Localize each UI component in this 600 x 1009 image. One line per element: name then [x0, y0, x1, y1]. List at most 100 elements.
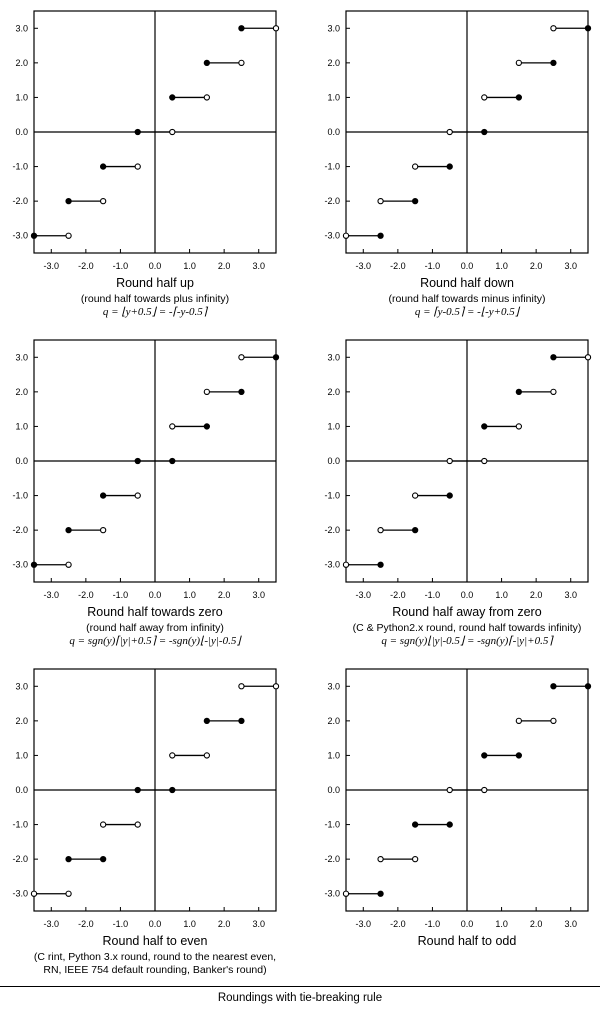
chart-title: Round half towards zero — [87, 605, 223, 619]
closed-endpoint — [238, 717, 245, 725]
x-tick-label: -2.0 — [78, 919, 94, 929]
y-tick-label: 1.0 — [327, 421, 340, 431]
y-tick-label: -3.0 — [12, 560, 28, 570]
open-endpoint — [550, 25, 557, 32]
open-endpoint — [169, 752, 176, 759]
x-tick-label: 1.0 — [495, 261, 508, 271]
closed-endpoint — [65, 197, 72, 205]
open-endpoint — [203, 752, 211, 759]
chart-subtitle: RN, IEEE 754 default rounding, Banker's … — [43, 964, 266, 976]
y-tick-label: -2.0 — [12, 196, 28, 206]
x-tick-label: 3.0 — [564, 590, 577, 600]
x-tick-label: -3.0 — [356, 590, 372, 600]
closed-endpoint — [272, 354, 280, 361]
chart-panel: 3.0 2.0 1.0 0.0 -1.0 -2.0 -3.0 -3.0 -2.0 -1.0 0.0 1… — [12, 668, 280, 976]
x-tick-label: 3.0 — [564, 261, 577, 271]
y-tick-label: 0.0 — [15, 785, 28, 795]
x-tick-label: 2.0 — [530, 590, 543, 600]
x-tick-label: 1.0 — [495, 590, 508, 600]
x-tick-label: 1.0 — [183, 261, 196, 271]
closed-endpoint — [99, 855, 107, 863]
closed-endpoint — [411, 197, 419, 205]
open-endpoint — [481, 786, 488, 794]
chart-subtitle: (round half towards plus infinity) — [81, 293, 229, 305]
closed-endpoint — [584, 25, 592, 32]
y-tick-label: 0.0 — [15, 456, 28, 466]
y-tick-label: -3.0 — [324, 889, 340, 899]
y-tick-label: -3.0 — [324, 231, 340, 241]
chart-formula: q = sgn(y)⌈|y|+0.5⌉ = -sgn(y)⌊-|y|-0.5⌋ — [69, 635, 242, 647]
open-endpoint — [411, 163, 419, 170]
x-tick-label: 0.0 — [149, 919, 162, 929]
y-tick-label: -1.0 — [324, 491, 340, 501]
closed-endpoint — [446, 821, 453, 828]
open-endpoint — [65, 561, 72, 568]
open-endpoint — [411, 492, 419, 499]
open-endpoint — [99, 197, 107, 205]
x-tick-label: 1.0 — [183, 919, 196, 929]
chart-subtitle: (C rint, Python 3.x round, round to the … — [34, 951, 276, 963]
chart-title: Round half away from zero — [392, 605, 541, 619]
chart-panel: 3.0 2.0 1.0 0.0 -1.0 -2.0 -3.0 -3.0 -2.0 -1.0 0.0 1… — [324, 668, 592, 948]
closed-endpoint — [515, 388, 523, 396]
x-tick-label: 0.0 — [149, 590, 162, 600]
x-tick-label: 0.0 — [149, 261, 162, 271]
chart-subtitle: (round half towards minus infinity) — [389, 293, 546, 305]
y-tick-label: 3.0 — [15, 352, 28, 362]
chart-formula: q = ⌊y+0.5⌋ = -⌈-y-0.5⌉ — [103, 306, 209, 318]
chart-title: Round half to odd — [418, 934, 517, 948]
open-endpoint — [377, 197, 384, 205]
y-tick-label: 2.0 — [15, 716, 28, 726]
y-tick-label: 0.0 — [15, 127, 28, 137]
open-endpoint — [169, 423, 176, 430]
x-tick-label: 1.0 — [183, 590, 196, 600]
chart-subtitle: (round half away from infinity) — [86, 622, 224, 634]
closed-endpoint — [411, 526, 419, 534]
x-tick-label: -1.0 — [113, 261, 129, 271]
open-endpoint — [481, 94, 488, 101]
chart-title: Round half up — [116, 276, 194, 290]
chart-panel: 3.0 2.0 1.0 0.0 -1.0 -2.0 -3.0 -3.0 -2.0 -1.0 0.0 1… — [324, 10, 592, 318]
x-tick-label: -1.0 — [425, 919, 441, 929]
y-tick-label: 0.0 — [327, 785, 340, 795]
open-endpoint — [238, 683, 245, 690]
chart-panel: 3.0 2.0 1.0 0.0 -1.0 -2.0 -3.0 -3.0 -2.0 -1.0 0.0 1… — [12, 10, 280, 318]
y-tick-label: -2.0 — [324, 854, 340, 864]
y-tick-label: 2.0 — [15, 58, 28, 68]
y-tick-label: 1.0 — [327, 750, 340, 760]
open-endpoint — [377, 526, 384, 534]
y-tick-label: 1.0 — [327, 92, 340, 102]
x-tick-label: 2.0 — [218, 590, 231, 600]
open-endpoint — [272, 25, 280, 32]
x-tick-label: 3.0 — [252, 590, 265, 600]
y-tick-label: -3.0 — [324, 560, 340, 570]
x-tick-label: 2.0 — [218, 261, 231, 271]
y-tick-label: 1.0 — [15, 421, 28, 431]
y-tick-label: -1.0 — [12, 820, 28, 830]
open-endpoint — [65, 232, 72, 239]
chart-formula: q = ⌈y-0.5⌉ = -⌊-y+0.5⌋ — [415, 306, 521, 318]
y-tick-label: 2.0 — [327, 387, 340, 397]
closed-endpoint — [65, 526, 72, 534]
caption-divider — [0, 986, 600, 987]
x-tick-label: -2.0 — [390, 590, 406, 600]
closed-endpoint — [446, 163, 453, 170]
closed-endpoint — [203, 717, 211, 725]
open-endpoint — [411, 855, 419, 863]
y-tick-label: -1.0 — [324, 162, 340, 172]
open-endpoint — [272, 683, 280, 690]
open-endpoint — [99, 526, 107, 534]
closed-endpoint — [134, 128, 141, 136]
x-tick-label: 0.0 — [461, 919, 474, 929]
open-endpoint — [203, 94, 211, 101]
closed-endpoint — [30, 232, 38, 239]
closed-endpoint — [238, 388, 245, 396]
open-endpoint — [446, 128, 453, 136]
closed-endpoint — [584, 683, 592, 690]
open-endpoint — [238, 354, 245, 361]
closed-endpoint — [550, 59, 557, 67]
x-tick-label: 0.0 — [461, 261, 474, 271]
closed-endpoint — [377, 232, 384, 239]
closed-endpoint — [515, 94, 523, 101]
y-tick-label: 3.0 — [327, 681, 340, 691]
